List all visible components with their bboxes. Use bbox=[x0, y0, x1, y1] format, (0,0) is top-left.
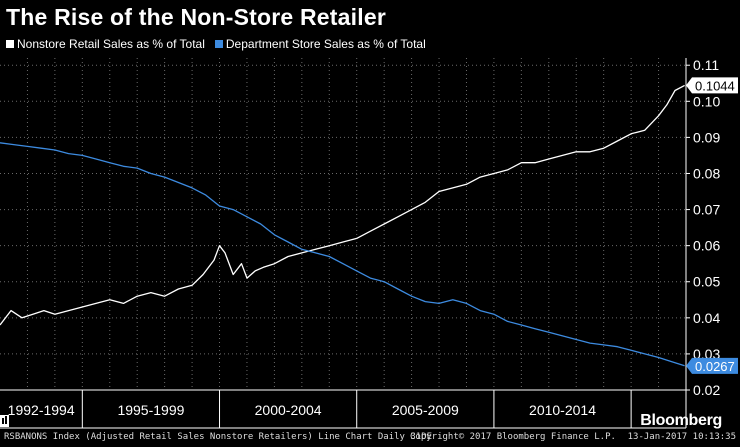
grid bbox=[0, 58, 686, 391]
last-value-tag-department: 0.0267 bbox=[686, 357, 738, 374]
x-tick-label: 2000-2004 bbox=[255, 402, 322, 418]
last-value-label: 0.1044 bbox=[695, 78, 735, 93]
chart-title: The Rise of the Non-Store Retailer bbox=[6, 4, 386, 30]
bloomberg-terminal-icon bbox=[0, 415, 9, 427]
x-tick-label: 2005-2009 bbox=[392, 402, 459, 418]
y-tick-label: 0.05 bbox=[693, 274, 720, 290]
legend-item-nonstore: Nonstore Retail Sales as % of Total bbox=[6, 37, 205, 51]
bloomberg-logo: Bloomberg bbox=[640, 412, 722, 429]
legend-label-department: Department Store Sales as % of Total bbox=[225, 37, 426, 51]
y-tick-label: 0.08 bbox=[693, 165, 720, 181]
last-value-tag-nonstore: 0.1044 bbox=[686, 77, 738, 94]
legend: Nonstore Retail Sales as % of Total Depa… bbox=[6, 37, 426, 51]
y-tick-label: 0.02 bbox=[693, 382, 720, 398]
y-tick-label: 0.10 bbox=[693, 93, 720, 109]
footer-index-description: RSBANONS Index (Adjusted Retail Sales No… bbox=[4, 432, 433, 442]
last-value-label: 0.0267 bbox=[695, 359, 735, 374]
y-tick-label: 0.07 bbox=[693, 202, 720, 218]
y-tick-label: 0.11 bbox=[693, 57, 719, 73]
last-value-box bbox=[686, 77, 738, 94]
series-lines bbox=[0, 84, 685, 367]
axes: 0.020.030.040.050.060.070.080.090.100.11… bbox=[0, 57, 738, 429]
footer-copyright: Copyright© 2017 Bloomberg Finance L.P. bbox=[410, 432, 616, 442]
x-tick-label: 1995-1999 bbox=[117, 402, 184, 418]
legend-label-nonstore: Nonstore Retail Sales as % of Total bbox=[17, 37, 205, 51]
x-tick-label: 2010-2014 bbox=[529, 402, 596, 418]
legend-item-department: Department Store Sales as % of Total bbox=[214, 37, 426, 51]
series-line-department bbox=[0, 142, 685, 367]
last-value-box bbox=[686, 357, 738, 374]
y-tick-label: 0.04 bbox=[693, 310, 720, 326]
series-line-nonstore bbox=[0, 84, 685, 326]
x-tick-label: 1992-1994 bbox=[8, 402, 75, 418]
y-tick-label: 0.06 bbox=[693, 238, 720, 254]
legend-swatch-nonstore bbox=[6, 40, 14, 48]
footer-timestamp: 13-Jan-2017 10:13:35 bbox=[627, 432, 736, 442]
y-tick-label: 0.09 bbox=[693, 129, 720, 145]
legend-swatch-department bbox=[214, 40, 223, 48]
